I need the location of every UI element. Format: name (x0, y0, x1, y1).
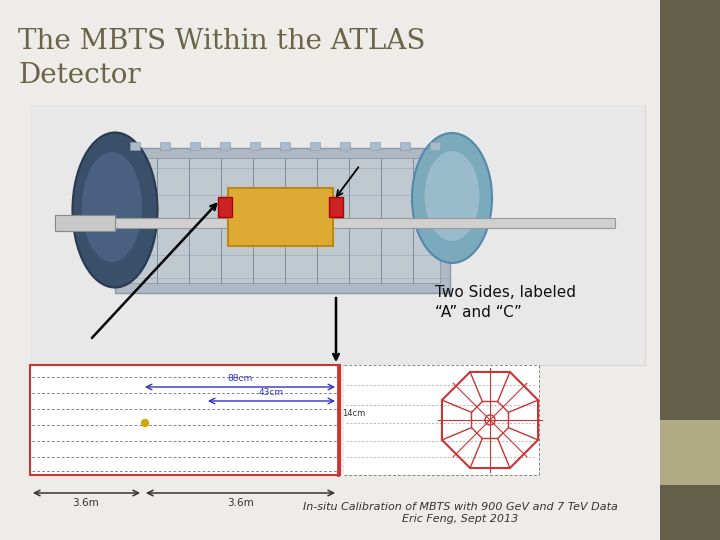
Bar (125, 158, 440, 283)
Ellipse shape (73, 132, 158, 287)
Bar (30, 105, 645, 365)
Bar (660, 0, 720, 420)
Text: Eric Feng, Sept 2013: Eric Feng, Sept 2013 (402, 514, 518, 524)
Bar (228, 188, 333, 246)
Bar (55, 218, 615, 228)
Bar (340, 142, 350, 150)
Bar (329, 197, 343, 217)
Bar (30, 365, 340, 475)
Bar (370, 142, 380, 150)
Bar (430, 142, 440, 150)
Text: The MBTS Within the ATLAS: The MBTS Within the ATLAS (18, 28, 426, 55)
Bar (220, 142, 230, 150)
Bar (250, 142, 260, 150)
Text: 14cm: 14cm (342, 408, 365, 417)
Bar (218, 197, 232, 217)
Bar (310, 142, 320, 150)
Bar (115, 148, 450, 293)
Bar (55, 215, 115, 231)
Text: Two Sides, labeled
“A” and “C”: Two Sides, labeled “A” and “C” (435, 285, 576, 320)
Bar (660, 420, 720, 485)
Bar (280, 142, 290, 150)
Circle shape (142, 420, 148, 427)
Ellipse shape (412, 133, 492, 263)
Bar (660, 485, 720, 540)
Text: In-situ Calibration of MBTS with 900 GeV and 7 TeV Data: In-situ Calibration of MBTS with 900 GeV… (302, 502, 618, 512)
Bar (30, 105, 645, 365)
Text: 3.6m: 3.6m (228, 498, 254, 508)
Ellipse shape (82, 152, 142, 262)
Text: 3.6m: 3.6m (73, 498, 99, 508)
Text: 88cm: 88cm (228, 374, 253, 383)
Bar (130, 142, 140, 150)
Bar (344, 365, 539, 475)
Bar (400, 142, 410, 150)
Ellipse shape (425, 151, 480, 241)
Bar (190, 142, 200, 150)
Text: 43cm: 43cm (259, 388, 284, 397)
Bar (160, 142, 170, 150)
Text: Detector: Detector (18, 62, 140, 89)
